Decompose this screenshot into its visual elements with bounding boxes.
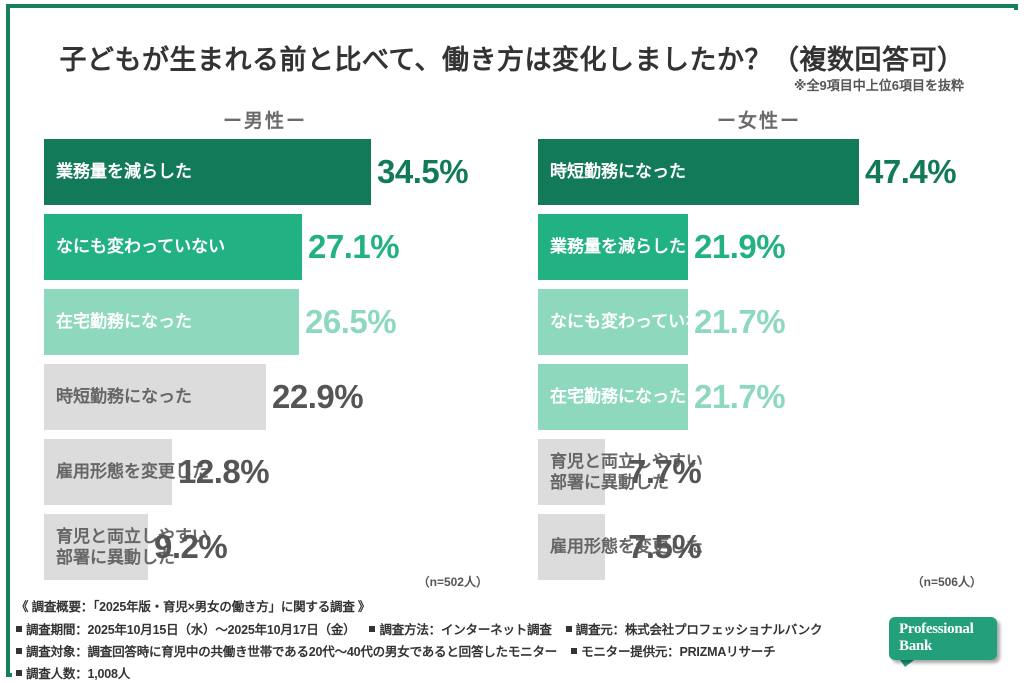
footer-line: 調査対象：調査回答時に育児中の共働き世帯である20代〜40代の男女であると回答し… xyxy=(16,641,886,660)
bullet-square-icon xyxy=(565,626,572,632)
bar-value-label: 26.5% xyxy=(305,303,397,340)
bar-fill xyxy=(538,514,605,580)
bar-category-label: 在宅勤務になった xyxy=(56,312,192,332)
title-note: ※全9項目中上位6項目を抜粋 xyxy=(793,78,964,93)
logo-tail-shape xyxy=(898,657,918,667)
footer-lines: 調査期間：2025年10月15日（水）〜2025年10月17日（金） 調査方法：イ… xyxy=(16,619,886,682)
footer-line: 調査期間：2025年10月15日（水）〜2025年10月17日（金） 調査方法：イ… xyxy=(16,619,886,638)
bar-value-label: 21.7% xyxy=(694,303,786,340)
footer-item-text: 調査元：株式会社プロフェッショナルバンク xyxy=(575,623,823,637)
bar-fill xyxy=(44,439,172,505)
footer-item-text: 調査期間：2025年10月15日（水）〜2025年10月17日（金） xyxy=(26,623,356,637)
panel-header-male: ー男性ー xyxy=(222,111,307,132)
footer-item-text: 調査人数：1,008人 xyxy=(26,667,131,681)
bar-fill xyxy=(538,214,688,280)
bar-row: 育児と両立しやすい 部署に異動した 9.2% xyxy=(44,514,496,580)
bar-row: 雇用形態を変更した 7.5% xyxy=(538,514,990,580)
chart-panel-male: ー男性ー 業務量を減らした 34.5% なにも変わっていない 27.1% 在宅勤務になっ… xyxy=(34,106,496,592)
footer-heading: 《 調査概要：「2025年版・育児×男女の働き方」に関する調査 》 xyxy=(16,600,371,614)
bar-row: なにも変わっていない 21.7% xyxy=(538,289,990,355)
bar-fill xyxy=(44,139,371,205)
bar-row: 時短勤務になった 47.4% xyxy=(538,139,990,205)
bar-value-label: 47.4% xyxy=(865,153,957,190)
bar-value-label: 9.2% xyxy=(154,528,228,565)
bar-category-label: 業務量を減らした xyxy=(550,237,686,257)
sample-size-male: （n=502人） xyxy=(417,575,488,589)
bullet-square-icon xyxy=(369,626,376,632)
bar-value-label: 21.7% xyxy=(694,378,786,415)
bar-fill xyxy=(44,214,302,280)
bar-value-label: 7.5% xyxy=(628,528,702,565)
bar-row: 在宅勤務になった 26.5% xyxy=(44,289,496,355)
footer-item-text: 調査方法：インターネット調査 xyxy=(379,623,552,637)
bar-fill xyxy=(538,289,688,355)
bullet-square-icon xyxy=(16,670,22,676)
bar-row: 育児と両立しやすい 部署に異動した 7.7% xyxy=(538,439,990,505)
bar-fill xyxy=(44,364,266,430)
logo-text: Professional Bank xyxy=(899,621,974,655)
chart-panel-female: ー女性ー 時短勤務になった 47.4% 業務量を減らした 21.9% なにも変わっていな… xyxy=(528,106,990,592)
bar-row: なにも変わっていない 27.1% xyxy=(44,214,496,280)
bar-value-label: 27.1% xyxy=(308,228,400,265)
bar-category-label: 業務量を減らした xyxy=(56,162,192,182)
bar-fill xyxy=(44,289,299,355)
bullet-square-icon xyxy=(16,626,22,632)
professional-bank-logo: Professional Bank xyxy=(889,617,1001,667)
bar-category-label: 在宅勤務になった xyxy=(550,387,686,407)
bar-list-female: 時短勤務になった 47.4% 業務量を減らした 21.9% なにも変わっていない 21.7… xyxy=(538,139,990,589)
bar-row: 業務量を減らした 34.5% xyxy=(44,139,496,205)
bar-value-label: 34.5% xyxy=(377,153,469,190)
bullet-square-icon xyxy=(571,648,578,654)
bar-fill xyxy=(538,364,688,430)
logo-body-shape xyxy=(889,617,997,660)
bar-category-label: 時短勤務になった xyxy=(56,387,192,407)
logo-line-1: Professional xyxy=(899,621,974,637)
survey-footer: 《 調査概要：「2025年版・育児×男女の働き方」に関する調査 》 調査期間：2… xyxy=(16,596,886,683)
bar-row: 業務量を減らした 21.9% xyxy=(538,214,990,280)
footer-line: 調査人数：1,008人 xyxy=(16,663,886,682)
bar-value-label: 21.9% xyxy=(694,228,786,265)
page-title: 子どもが生まれる前と比べて、働き方は変化しましたか？（複数回答可） xyxy=(59,45,965,75)
bar-row: 時短勤務になった 22.9% xyxy=(44,364,496,430)
panel-header-female: ー女性ー xyxy=(716,111,801,132)
bar-row: 在宅勤務になった 21.7% xyxy=(538,364,990,430)
bar-fill xyxy=(44,514,148,580)
bar-value-label: 7.7% xyxy=(628,453,702,490)
bar-value-label: 12.8% xyxy=(178,453,270,490)
footer-item-text: 調査対象：調査回答時に育児中の共働き世帯である20代〜40代の男女であると回答し… xyxy=(26,645,558,659)
logo-line-2: Bank xyxy=(899,638,932,654)
bar-row: 雇用形態を変更した 12.8% xyxy=(44,439,496,505)
bar-list-male: 業務量を減らした 34.5% なにも変わっていない 27.1% 在宅勤務になった 26.5… xyxy=(44,139,496,589)
bar-value-label: 22.9% xyxy=(272,378,364,415)
bullet-square-icon xyxy=(16,648,22,654)
bar-fill xyxy=(538,439,605,505)
footer-item-text: モニター提供元：PRIZMAリサーチ xyxy=(581,645,776,659)
bar-category-label: なにも変わっていない xyxy=(56,237,226,257)
bar-fill xyxy=(538,139,859,205)
sample-size-female: （n=506人） xyxy=(911,575,982,589)
bar-category-label: 時短勤務になった xyxy=(550,162,686,182)
